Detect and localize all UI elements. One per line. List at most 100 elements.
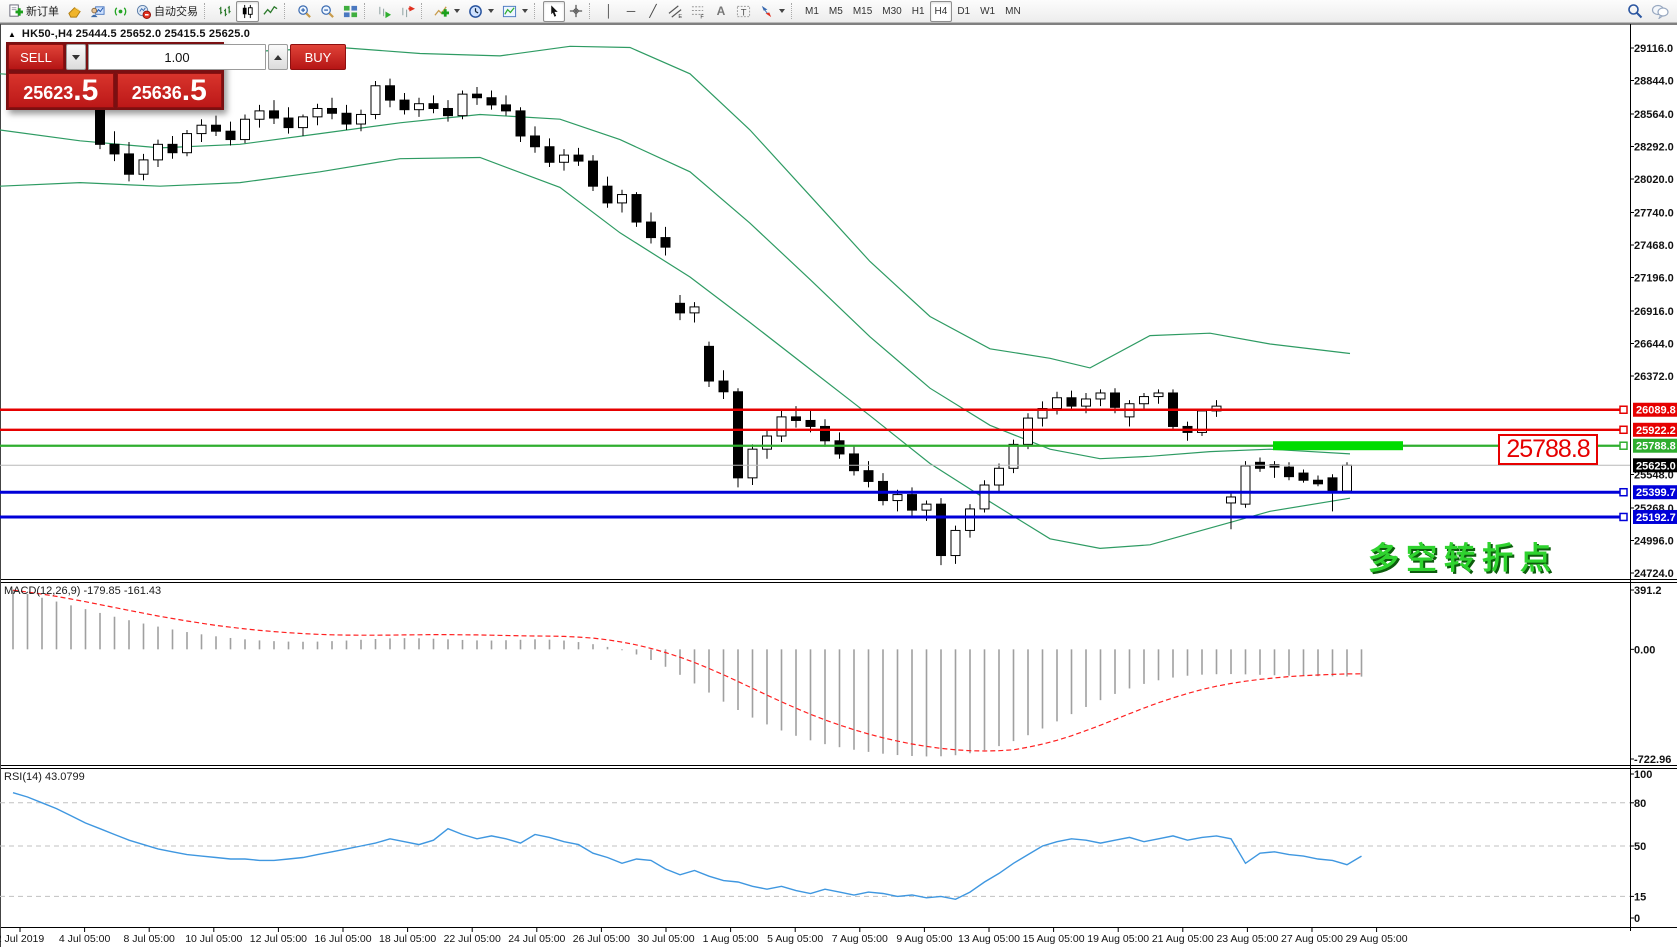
tab-timeframe-W1[interactable]: W1 [980, 5, 996, 17]
cn-annotation-text[interactable]: 多空转折点 [1368, 541, 1558, 576]
svg-text:18 Jul 05:00: 18 Jul 05:00 [379, 933, 436, 945]
tab-timeframe-MN[interactable]: MN [1005, 5, 1021, 17]
auto-scroll-icon [379, 6, 392, 18]
svg-text:15: 15 [1634, 891, 1646, 903]
fibonacci-tool[interactable]: F [687, 1, 710, 22]
market-watch-button[interactable] [63, 1, 86, 22]
chart-shift-button[interactable] [396, 1, 419, 22]
rsi-pane: 100 80 50 15 0 [0, 769, 1652, 925]
vertical-line-icon: │ [605, 4, 613, 18]
tab-timeframe-H1[interactable]: H1 [911, 5, 925, 17]
chat-button[interactable] [1647, 1, 1673, 22]
tab-timeframe-M30[interactable]: M30 [882, 5, 902, 17]
auto-scroll-button[interactable] [373, 1, 396, 22]
svg-text:5 Aug 05:00: 5 Aug 05:00 [767, 933, 823, 945]
svg-text:50: 50 [1634, 841, 1646, 853]
sell-button[interactable]: SELL [8, 44, 64, 70]
horizontal-line-icon: ─ [626, 4, 636, 18]
chart-header: ▲ HK50-,H4 25444.5 25652.0 25415.5 25625… [8, 28, 250, 40]
main-toolbar: 新订单 自动交易 [0, 0, 1677, 23]
svg-text:28844.0: 28844.0 [1634, 76, 1674, 88]
svg-text:4 Jul 05:00: 4 Jul 05:00 [59, 933, 111, 945]
signals-icon [114, 6, 127, 16]
text-label-tool[interactable]: T [732, 1, 755, 22]
new-order-button[interactable]: 新订单 [4, 1, 63, 22]
svg-text:19 Aug 05:00: 19 Aug 05:00 [1087, 933, 1149, 945]
svg-text:16 Jul 05:00: 16 Jul 05:00 [314, 933, 371, 945]
one-click-trading-panel: SELL BUY 25623.5 25636.5 [6, 42, 346, 110]
svg-text:391.2: 391.2 [1634, 585, 1662, 597]
autotrading-icon [136, 4, 151, 19]
horizontal-line-tool[interactable]: ─ [620, 1, 642, 22]
chart-line-button[interactable] [259, 1, 282, 22]
macd-pane: 391.2 0.00 -722.96 [12, 585, 1671, 766]
chart-bars-button[interactable] [213, 1, 236, 22]
vertical-line-tool[interactable]: │ [598, 1, 620, 22]
tab-timeframe-H4[interactable]: H4 [929, 0, 953, 22]
svg-text:23 Aug 05:00: 23 Aug 05:00 [1216, 933, 1278, 945]
toolbar-separator [421, 3, 428, 19]
templates-button[interactable] [498, 1, 532, 22]
volume-decrease-button[interactable] [66, 44, 86, 70]
svg-text:8 Jul 05:00: 8 Jul 05:00 [124, 933, 176, 945]
arrows-tool[interactable] [755, 1, 789, 22]
svg-text:12 Jul 05:00: 12 Jul 05:00 [250, 933, 307, 945]
text-tool[interactable]: A [710, 1, 732, 22]
tile-windows-button[interactable] [339, 1, 362, 22]
indicators-button[interactable] [430, 1, 464, 22]
svg-text:25192.7: 25192.7 [1636, 512, 1676, 524]
chart-candles-button[interactable] [236, 0, 259, 22]
collapse-chart-icon[interactable]: ▲ [8, 29, 16, 39]
cursor-button[interactable] [543, 0, 565, 22]
buy-price-box[interactable]: 25636.5 [116, 73, 222, 108]
trendline-tool[interactable]: ╱ [642, 1, 664, 22]
autotrading-button[interactable]: 自动交易 [132, 1, 202, 22]
price-callout-box[interactable]: 25788.8 [1498, 434, 1598, 465]
svg-text:28292.0: 28292.0 [1634, 141, 1674, 153]
indicators-icon [434, 5, 449, 17]
profiles-button[interactable] [86, 1, 109, 22]
svg-text:21 Aug 05:00: 21 Aug 05:00 [1152, 933, 1214, 945]
text-icon: A [716, 4, 726, 18]
cursor-icon [550, 5, 558, 17]
rsi-label: RSI(14) 43.0799 [4, 771, 85, 783]
volume-input[interactable] [88, 44, 266, 70]
macd-label: MACD(12,26,9) -179.85 -161.43 [4, 585, 162, 597]
toolbar-separator [791, 3, 798, 19]
search-icon [1628, 4, 1643, 19]
svg-text:27 Aug 05:00: 27 Aug 05:00 [1281, 933, 1343, 945]
volume-increase-button[interactable] [268, 44, 288, 70]
signals-button[interactable] [109, 1, 132, 22]
search-button[interactable] [1623, 1, 1647, 22]
zoom-in-button[interactable] [293, 1, 316, 22]
crosshair-button[interactable] [565, 1, 587, 22]
equidistant-channel-icon: E [668, 4, 682, 19]
svg-text:25548.0: 25548.0 [1634, 470, 1674, 482]
chevron-down-icon [454, 9, 460, 13]
toolbar-separator [589, 3, 596, 19]
tab-timeframe-M1[interactable]: M1 [805, 5, 819, 17]
svg-text:29 Aug 05:00: 29 Aug 05:00 [1346, 933, 1408, 945]
sell-price-box[interactable]: 25623.5 [8, 73, 114, 108]
chevron-down-icon [522, 9, 528, 13]
zoom-out-icon [321, 4, 334, 18]
periods-button[interactable] [464, 1, 498, 22]
zoom-out-button[interactable] [316, 1, 339, 22]
svg-text:F: F [700, 14, 704, 18]
tab-timeframe-M15[interactable]: M15 [852, 5, 873, 17]
buy-button[interactable]: BUY [290, 44, 346, 70]
tab-timeframe-D1[interactable]: D1 [957, 5, 971, 17]
channel-tool[interactable]: E [664, 1, 687, 22]
caret-down-icon [72, 54, 80, 60]
templates-icon [502, 5, 517, 17]
svg-text:30 Jul 05:00: 30 Jul 05:00 [637, 933, 694, 945]
zoom-in-icon [298, 4, 311, 18]
svg-text:25399.7: 25399.7 [1636, 487, 1676, 499]
autotrading-label: 自动交易 [154, 6, 198, 18]
svg-text:25625.0: 25625.0 [1636, 460, 1676, 472]
svg-text:T: T [741, 7, 747, 17]
chart-shift-icon [402, 5, 415, 17]
tab-timeframe-M5[interactable]: M5 [828, 5, 843, 17]
